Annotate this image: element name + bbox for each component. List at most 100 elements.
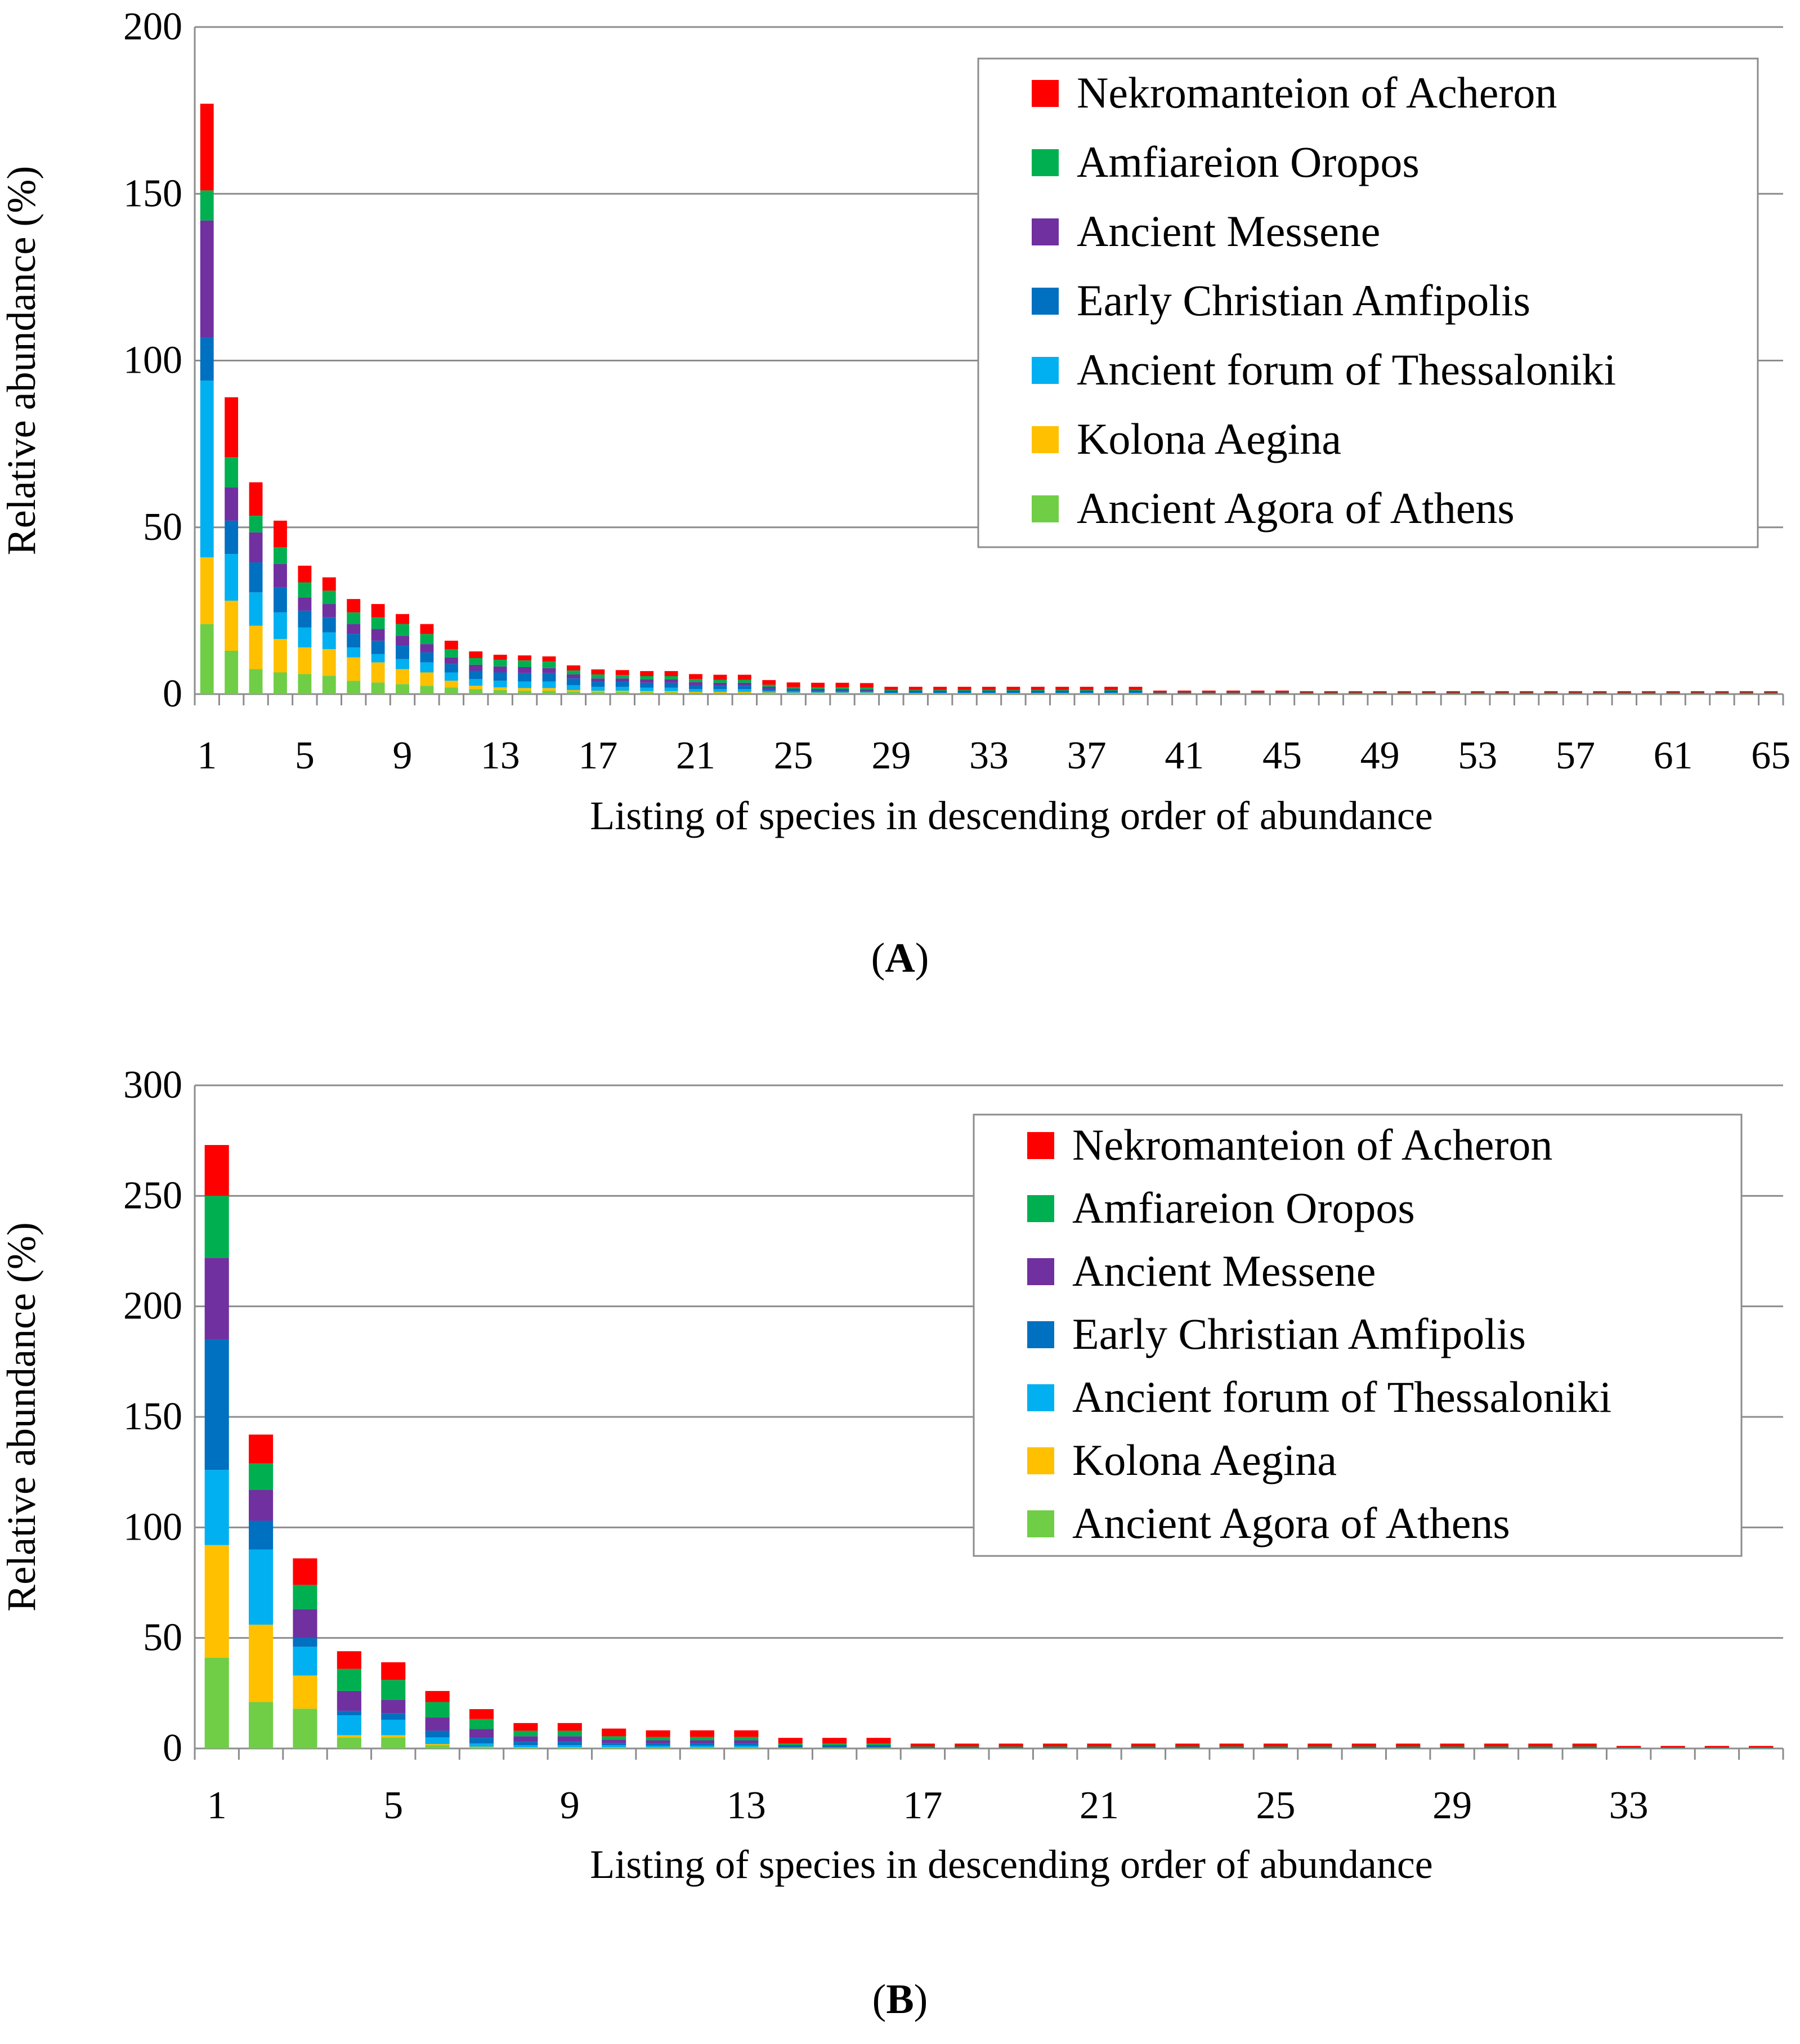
bar-segment: [1031, 690, 1045, 692]
legend-swatch: [1027, 1132, 1054, 1159]
bar-segment: [249, 669, 263, 694]
bar-segment: [835, 687, 849, 690]
bar-segment: [689, 679, 702, 682]
bar-segment: [664, 679, 678, 683]
x-tick-label: 21: [1080, 1784, 1119, 1827]
bar-segment: [249, 1463, 274, 1490]
bar-segment: [640, 682, 654, 688]
bar-segment: [513, 1742, 538, 1746]
bar-segment: [1691, 691, 1704, 693]
bar-segment: [591, 690, 605, 692]
x-tick-label: 1: [207, 1784, 227, 1827]
bar-segment: [866, 1743, 891, 1746]
bar-segment: [444, 649, 458, 658]
bar-segment: [640, 692, 654, 694]
bar-segment: [444, 664, 458, 673]
bar-segment: [737, 692, 751, 694]
bar-segment: [689, 1730, 715, 1737]
bar-segment: [518, 667, 532, 673]
x-tick-label: 13: [481, 734, 520, 777]
bar-segment: [1642, 691, 1656, 693]
bar-segment: [469, 689, 483, 694]
bar-segment: [1440, 1743, 1465, 1747]
bar-segment: [640, 671, 654, 677]
bar-segment: [337, 1737, 361, 1748]
bar-segment: [493, 655, 507, 660]
bar-segment: [778, 1746, 803, 1748]
bar-segment: [274, 639, 287, 673]
bar-segment: [322, 676, 336, 694]
chart-b: 0 50 100 150 200 250 300 1 5 9 13 17 21 25 29 33 Listing…: [0, 1063, 1784, 1887]
bar-segment: [957, 691, 971, 693]
legend-swatch: [1027, 1384, 1054, 1411]
bar-segment: [469, 1719, 494, 1729]
bar-segment: [204, 1470, 229, 1545]
bar-segment: [200, 337, 214, 381]
bar-segment: [566, 665, 580, 670]
bar-segment: [713, 682, 727, 686]
bar-segment: [737, 691, 751, 693]
legend: Nekromanteion of Acheron Amfiareion Oropo…: [977, 57, 1759, 548]
chart-panel-b: 0 50 100 150 200 250 300 1 5 9 13 17 21 25 29 33 Listing…: [0, 1025, 1800, 2044]
bar-segment: [1104, 686, 1118, 690]
bar-segment: [1349, 691, 1363, 693]
bar-segment: [933, 689, 947, 691]
bar-segment: [249, 592, 263, 626]
bar-segment: [1080, 686, 1094, 690]
bar-segment: [337, 1690, 361, 1711]
bar-segment: [646, 1743, 670, 1746]
bar-segment: [274, 587, 287, 612]
bar-segment: [444, 687, 458, 694]
bar-segment: [493, 687, 507, 690]
bar-segment: [225, 650, 239, 694]
bar-segment: [469, 679, 483, 686]
bar-segment: [1572, 1743, 1597, 1747]
bar-segment: [689, 692, 702, 694]
bar-segment: [513, 1723, 538, 1731]
bar-segment: [1153, 690, 1167, 693]
legend-label: Ancient forum of Thessaloniki: [1077, 345, 1616, 394]
bar-segment: [425, 1718, 450, 1731]
legend-item: Early Christian Amfipolis: [1027, 1309, 1526, 1358]
bar-segment: [1422, 691, 1436, 693]
bar-segment: [249, 532, 263, 562]
bar-segment: [425, 1730, 450, 1738]
x-tick-label: 17: [578, 734, 617, 777]
bar-segment: [737, 679, 751, 683]
bar-segment: [513, 1730, 538, 1737]
legend-item: Kolona Aegina: [1032, 414, 1341, 463]
bar-segment: [204, 1545, 229, 1658]
bar-segment: [982, 690, 996, 692]
bar-segment: [293, 1585, 317, 1609]
bar-segment: [381, 1699, 406, 1714]
bar-segment: [1006, 689, 1020, 691]
bar-segment: [1104, 690, 1118, 692]
bar-segment: [204, 1339, 229, 1470]
bar-segment: [615, 682, 629, 687]
bar-segment: [371, 654, 385, 663]
bar-segment: [298, 610, 312, 628]
bar-segment: [1055, 686, 1069, 690]
bar-segment: [298, 674, 312, 694]
bar-segment: [293, 1675, 317, 1709]
bar-segment: [1006, 690, 1020, 692]
bar-segment: [734, 1737, 759, 1741]
bar-segment: [420, 644, 434, 652]
bar-segment: [249, 625, 263, 669]
bar-segment: [396, 659, 409, 669]
bar-segment: [557, 1745, 582, 1748]
bar-segment: [602, 1728, 626, 1737]
x-tick-label: 25: [1256, 1784, 1296, 1827]
legend-item: Kolona Aegina: [1027, 1435, 1337, 1484]
bar-segment: [469, 651, 483, 659]
bar-segment: [371, 604, 385, 618]
legend-swatch: [1027, 1321, 1054, 1348]
bar-segment: [469, 1729, 494, 1738]
bar-segment: [933, 690, 947, 692]
bar-segment: [734, 1743, 759, 1746]
bar-segment: [602, 1736, 626, 1740]
bar-segment: [737, 682, 751, 686]
legend-swatch: [1032, 288, 1059, 315]
x-tick-label: 5: [383, 1784, 403, 1827]
bar-segment: [1080, 691, 1094, 693]
